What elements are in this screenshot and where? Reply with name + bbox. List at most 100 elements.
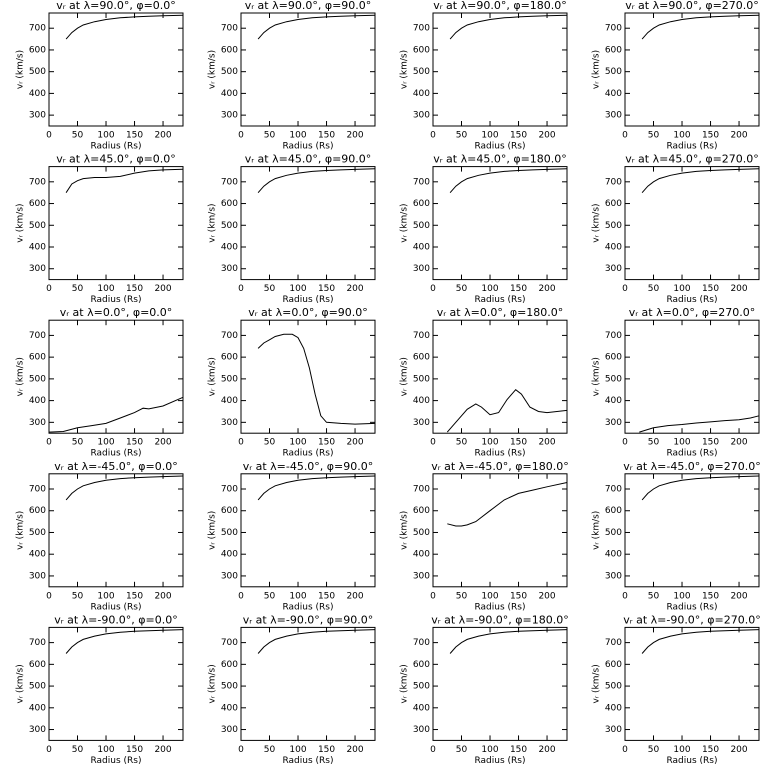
y-tick-label: 500 [29, 528, 46, 538]
x-tick-label: 100 [97, 745, 114, 755]
data-line [257, 14, 376, 40]
x-tick-label: 150 [702, 284, 719, 294]
plot-frame [48, 166, 184, 281]
x-tick-label: 200 [730, 745, 747, 755]
y-tick-label: 600 [221, 506, 238, 516]
data-line [641, 168, 760, 194]
y-tick-label: 700 [221, 24, 238, 34]
x-tick-label: 0 [622, 745, 628, 755]
y-tick-label: 500 [413, 221, 430, 231]
x-tick-label: 100 [97, 131, 114, 141]
y-tick-label: 300 [605, 264, 622, 274]
y-tick-label: 300 [221, 571, 238, 581]
y-axis-label: vᵣ (km/s) [400, 357, 410, 396]
panel: vᵣ at λ=-90.0°, φ=270.0° Radius (Rs) vᵣ (k… [592, 613, 761, 766]
x-tick-label: 150 [510, 745, 527, 755]
y-tick-label: 400 [221, 396, 238, 406]
x-tick-label: 150 [702, 438, 719, 448]
y-tick-label: 500 [605, 221, 622, 231]
y-tick-label: 400 [413, 396, 430, 406]
y-tick-label: 500 [605, 67, 622, 77]
panel: vᵣ at λ=-90.0°, φ=0.0° Radius (Rs) vᵣ (km/… [16, 613, 184, 766]
y-tick-label: 600 [605, 45, 622, 55]
x-tick-label: 100 [481, 131, 498, 141]
panel: vᵣ at λ=0.0°, φ=270.0° Radius (Rs) vᵣ (km/… [592, 306, 760, 459]
y-tick-label: 700 [605, 24, 622, 34]
y-tick-label: 700 [221, 177, 238, 187]
y-axis-label: vᵣ (km/s) [208, 664, 218, 703]
x-axis-label: Radius (Rs) [474, 295, 525, 305]
panel-title: vᵣ at λ=-45.0°, φ=270.0° [623, 460, 761, 473]
x-tick-label: 100 [97, 284, 114, 294]
y-tick-label: 700 [413, 485, 430, 495]
y-tick-label: 700 [605, 485, 622, 495]
x-tick-label: 100 [673, 745, 690, 755]
x-tick-label: 200 [154, 131, 171, 141]
x-tick-label: 200 [730, 591, 747, 601]
x-tick-label: 200 [154, 745, 171, 755]
y-tick-label: 500 [413, 67, 430, 77]
x-tick-label: 100 [289, 438, 306, 448]
x-tick-label: 50 [648, 745, 660, 755]
data-line [257, 333, 376, 425]
y-tick-label: 300 [413, 725, 430, 735]
plot-frame [48, 12, 184, 127]
y-axis-label: vᵣ (km/s) [16, 50, 26, 89]
y-tick-label: 500 [413, 528, 430, 538]
y-tick-label: 300 [29, 571, 46, 581]
y-tick-label: 500 [605, 528, 622, 538]
plot-frame [624, 166, 760, 281]
y-axis-label: vᵣ (km/s) [16, 357, 26, 396]
x-tick-label: 100 [289, 284, 306, 294]
x-axis-label: Radius (Rs) [282, 602, 333, 612]
y-tick-label: 300 [221, 111, 238, 121]
x-tick-label: 150 [318, 591, 335, 601]
y-axis-label: vᵣ (km/s) [16, 203, 26, 242]
x-tick-label: 150 [510, 284, 527, 294]
x-axis-label: Radius (Rs) [90, 449, 141, 459]
x-tick-label: 0 [622, 131, 628, 141]
x-tick-label: 200 [154, 284, 171, 294]
x-tick-label: 0 [46, 284, 52, 294]
panel: vᵣ at λ=-45.0°, φ=270.0° Radius (Rs) vᵣ (k… [592, 460, 761, 613]
y-tick-label: 400 [605, 396, 622, 406]
panel: vᵣ at λ=-90.0°, φ=180.0° Radius (Rs) vᵣ (k… [400, 613, 569, 766]
x-tick-label: 150 [318, 131, 335, 141]
x-tick-label: 200 [346, 284, 363, 294]
y-tick-label: 300 [605, 571, 622, 581]
panel-title: vᵣ at λ=-90.0°, φ=180.0° [431, 613, 569, 626]
y-axis-label: vᵣ (km/s) [400, 664, 410, 703]
y-axis-label: vᵣ (km/s) [208, 357, 218, 396]
x-tick-label: 50 [456, 745, 468, 755]
x-tick-label: 150 [126, 438, 143, 448]
x-tick-label: 150 [318, 284, 335, 294]
plot-frame [432, 626, 568, 741]
y-tick-label: 600 [605, 506, 622, 516]
y-tick-label: 400 [29, 89, 46, 99]
x-tick-label: 0 [46, 438, 52, 448]
y-tick-label: 600 [413, 660, 430, 670]
y-tick-label: 700 [29, 177, 46, 187]
y-tick-label: 300 [29, 725, 46, 735]
panel-title: vᵣ at λ=90.0°, φ=270.0° [625, 0, 759, 12]
x-tick-label: 0 [46, 745, 52, 755]
panel: vᵣ at λ=90.0°, φ=90.0° Radius (Rs) vᵣ (km/… [208, 0, 376, 152]
x-tick-label: 100 [481, 438, 498, 448]
x-tick-label: 200 [730, 438, 747, 448]
x-axis-label: Radius (Rs) [90, 756, 141, 766]
x-tick-label: 150 [702, 131, 719, 141]
x-tick-label: 50 [72, 438, 84, 448]
y-tick-label: 400 [605, 550, 622, 560]
x-tick-label: 100 [481, 591, 498, 601]
data-line [446, 389, 568, 433]
panel: vᵣ at λ=0.0°, φ=0.0° Radius (Rs) vᵣ (km/s)… [16, 306, 184, 459]
y-tick-label: 400 [29, 243, 46, 253]
panel-title: vᵣ at λ=0.0°, φ=0.0° [60, 306, 173, 319]
y-tick-label: 700 [605, 177, 622, 187]
x-tick-label: 200 [538, 131, 555, 141]
panel: vᵣ at λ=-45.0°, φ=180.0° Radius (Rs) vᵣ (k… [400, 460, 569, 613]
x-tick-label: 0 [238, 745, 244, 755]
y-tick-label: 400 [605, 89, 622, 99]
y-tick-label: 400 [413, 550, 430, 560]
x-tick-label: 100 [481, 284, 498, 294]
